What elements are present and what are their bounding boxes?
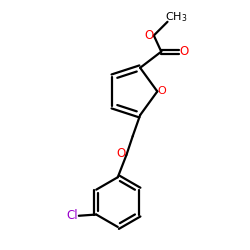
- Text: O: O: [116, 147, 126, 160]
- Text: O: O: [179, 45, 188, 58]
- Text: Cl: Cl: [66, 209, 78, 222]
- Text: O: O: [145, 29, 154, 42]
- Text: CH$_3$: CH$_3$: [165, 10, 188, 24]
- Text: O: O: [158, 86, 166, 97]
